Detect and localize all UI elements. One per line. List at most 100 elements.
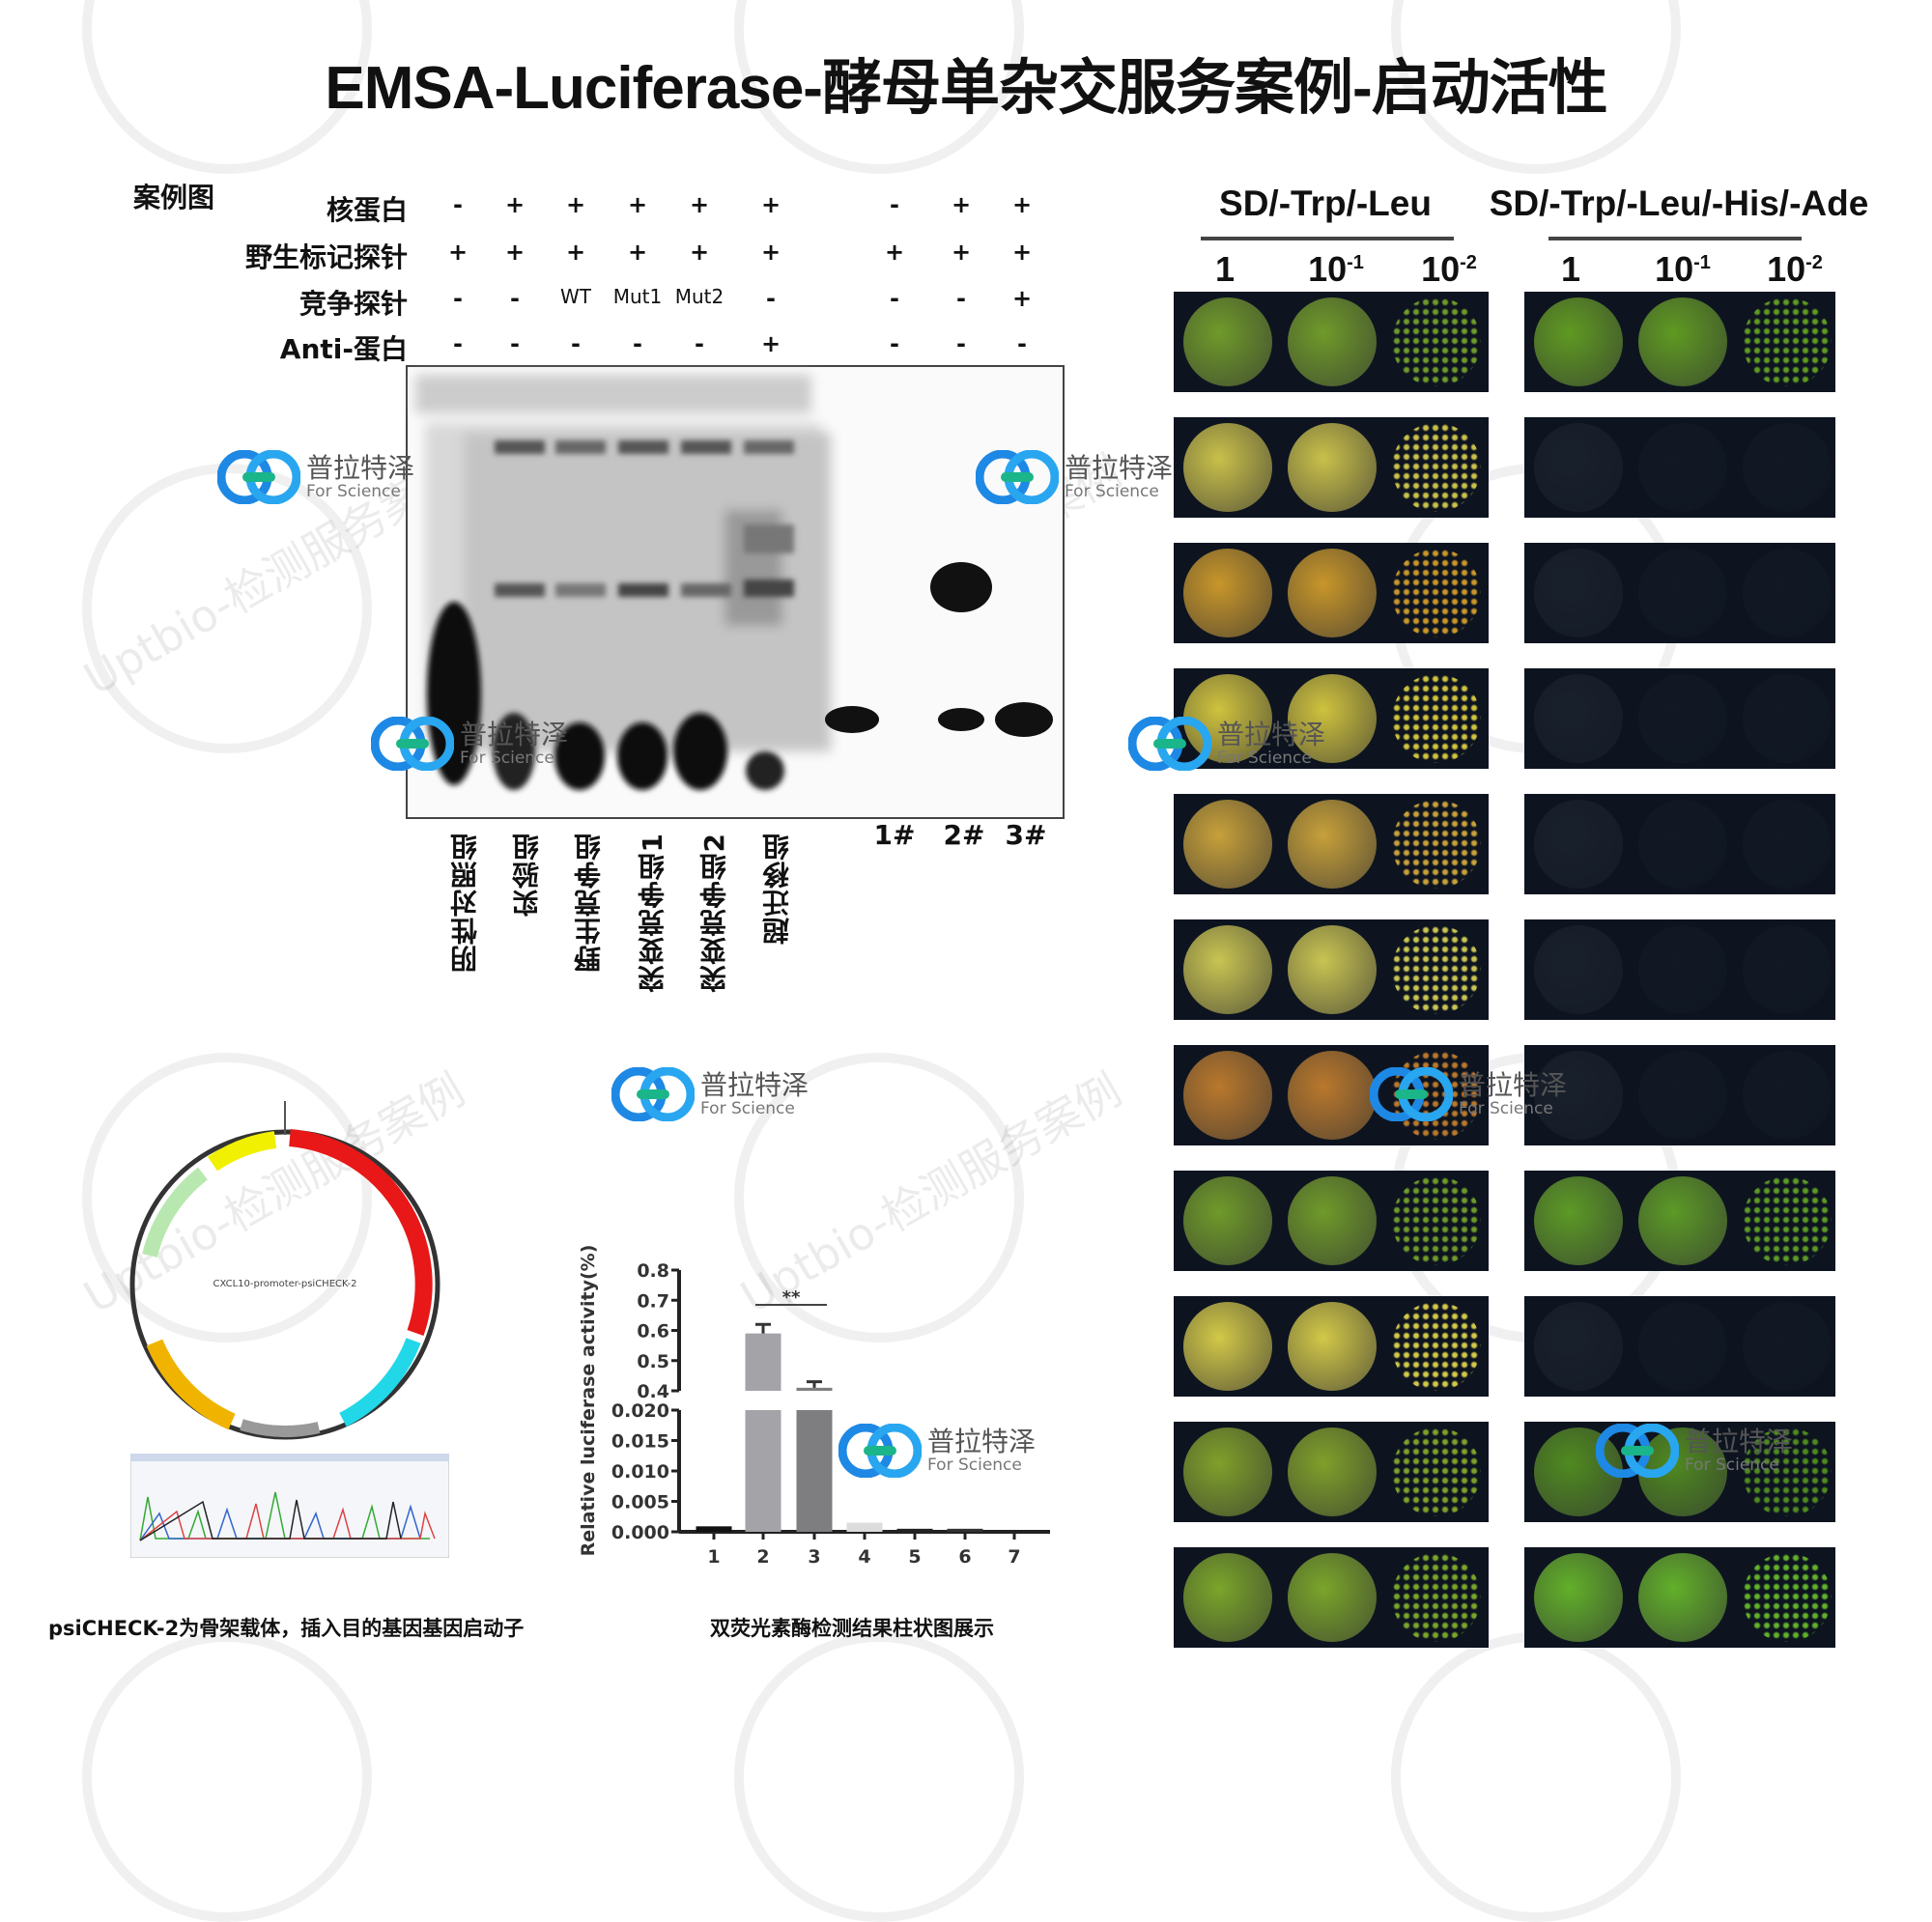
x-tick-label: 3	[808, 1546, 820, 1568]
yeast-spot	[1534, 1176, 1623, 1265]
logo-text: 普拉特泽 For Science	[1065, 454, 1173, 501]
yeast-spot	[1534, 423, 1623, 512]
bar	[696, 1526, 732, 1532]
condition-value: Mut2	[674, 285, 724, 308]
dilution-label: 1	[1561, 249, 1580, 290]
condition-value: -	[766, 285, 776, 312]
plasmid-caption: psiCHECK-2为骨架载体，插入目的基因基因启动子	[48, 1617, 525, 1640]
selective-plate-row	[1524, 794, 1835, 894]
yeast-spot	[1183, 423, 1272, 512]
condition-value: +	[884, 239, 905, 266]
logo-en: For Science	[460, 749, 554, 768]
yeast-spot	[1638, 674, 1727, 763]
selective-plate-row	[1524, 919, 1835, 1020]
bar-upper-segment	[745, 1333, 781, 1391]
logo-icon	[1370, 1067, 1453, 1121]
condition-label: 野生标记探针	[244, 241, 408, 273]
lane-label: 实验组	[511, 833, 543, 917]
brand-logo: 普拉特泽 For Science	[1596, 1424, 1793, 1478]
condition-value: -	[695, 330, 704, 357]
condition-value: +	[760, 330, 781, 357]
y-tick-label: 0.6	[637, 1321, 669, 1343]
control-plate-row	[1174, 1547, 1489, 1648]
lane-label: 突变竞争组1	[637, 833, 668, 993]
x-tick-label: 4	[858, 1546, 870, 1568]
logo-text: 普拉特泽 For Science	[306, 454, 414, 501]
bar-lower-segment	[745, 1410, 781, 1532]
logo-icon	[976, 450, 1059, 504]
condition-value: +	[951, 191, 972, 218]
bar	[846, 1522, 883, 1532]
logo-en: For Science	[1459, 1099, 1553, 1118]
chart-caption: 双荧光素酶检测结果柱状图展示	[710, 1617, 994, 1640]
plasmid-map: CXCL10-promoter-psiCHECK-2	[129, 1101, 440, 1440]
brand-logo: 普拉特泽 For Science	[838, 1424, 1036, 1478]
control-plate-row	[1174, 543, 1489, 643]
condition-value: -	[453, 285, 463, 312]
control-plate-row	[1174, 668, 1489, 769]
yeast-spot	[1392, 925, 1481, 1014]
condition-value: -	[510, 330, 520, 357]
yeast-spot	[1392, 549, 1481, 637]
dilution-base: 10	[1767, 249, 1806, 289]
yeast-spot	[1638, 1302, 1727, 1391]
x-tick-label: 5	[908, 1546, 921, 1568]
probe-bands	[825, 562, 1053, 737]
case-label: 案例图	[133, 182, 215, 213]
condition-value: +	[760, 239, 781, 266]
control-plate-row	[1174, 292, 1489, 392]
yeast-spot	[1392, 1553, 1481, 1642]
dilution-exponent: -1	[1693, 252, 1711, 273]
dilution-exponent: -2	[1805, 252, 1823, 273]
shift-bands	[427, 440, 794, 790]
yeast-spot	[1743, 1427, 1832, 1516]
selective-plate-row	[1524, 543, 1835, 643]
condition-value: +	[1011, 239, 1033, 266]
x-tick-label: 6	[958, 1546, 971, 1568]
yeast-spot	[1288, 1427, 1377, 1516]
x-tick-label: 1	[707, 1546, 720, 1568]
y-tick-label: 0.5	[637, 1351, 669, 1372]
logo-en: For Science	[927, 1456, 1022, 1475]
control-plate-row	[1174, 919, 1489, 1020]
bar-upper-segment	[796, 1387, 833, 1391]
yeast-spot	[1183, 1051, 1272, 1140]
y-axis-label: Relative luciferase activity(%)	[578, 1246, 599, 1556]
y-tick-label: 0.7	[637, 1290, 669, 1312]
condition-value: +	[1011, 285, 1033, 312]
selective-plate-row	[1524, 417, 1835, 518]
lane-label: 阴性对照组	[449, 833, 481, 973]
yeast-spot	[1183, 1427, 1272, 1516]
condition-value: +	[689, 239, 710, 266]
yeast-spot	[1183, 549, 1272, 637]
condition-value: -	[1017, 330, 1027, 357]
yeast-spot	[1288, 1553, 1377, 1642]
renilla-arc	[289, 1129, 433, 1336]
brand-logo: 普拉特泽 For Science	[217, 450, 414, 504]
yeast-spot	[1534, 549, 1623, 637]
yeast-spot	[1288, 674, 1377, 763]
condition-value: +	[760, 191, 781, 218]
yeast-spot	[1392, 1176, 1481, 1265]
condition-value: -	[890, 191, 899, 218]
lane-number: 3#	[1005, 819, 1047, 851]
bar	[896, 1528, 933, 1532]
control-plate-row	[1174, 794, 1489, 894]
yeast-spot	[1392, 1302, 1481, 1391]
yeast-spot	[1743, 423, 1832, 512]
condition-value: +	[689, 191, 710, 218]
yeast-spot	[1743, 674, 1832, 763]
dilution-exponent: -2	[1460, 252, 1477, 273]
dilution-base: 10	[1421, 249, 1461, 289]
lane-label: 超迁移组	[761, 833, 793, 945]
y-tick-label: 0.8	[637, 1260, 669, 1282]
yeast-spot	[1183, 674, 1272, 763]
yeast-spot	[1638, 297, 1727, 386]
brand-logo: 普拉特泽 For Science	[371, 717, 568, 771]
brand-logo: 普拉特泽 For Science	[611, 1067, 809, 1121]
condition-value: +	[627, 239, 648, 266]
yeast-spot	[1638, 423, 1727, 512]
logo-icon	[1596, 1424, 1679, 1478]
yeast-spot	[1743, 800, 1832, 889]
control-plate-row	[1174, 417, 1489, 518]
